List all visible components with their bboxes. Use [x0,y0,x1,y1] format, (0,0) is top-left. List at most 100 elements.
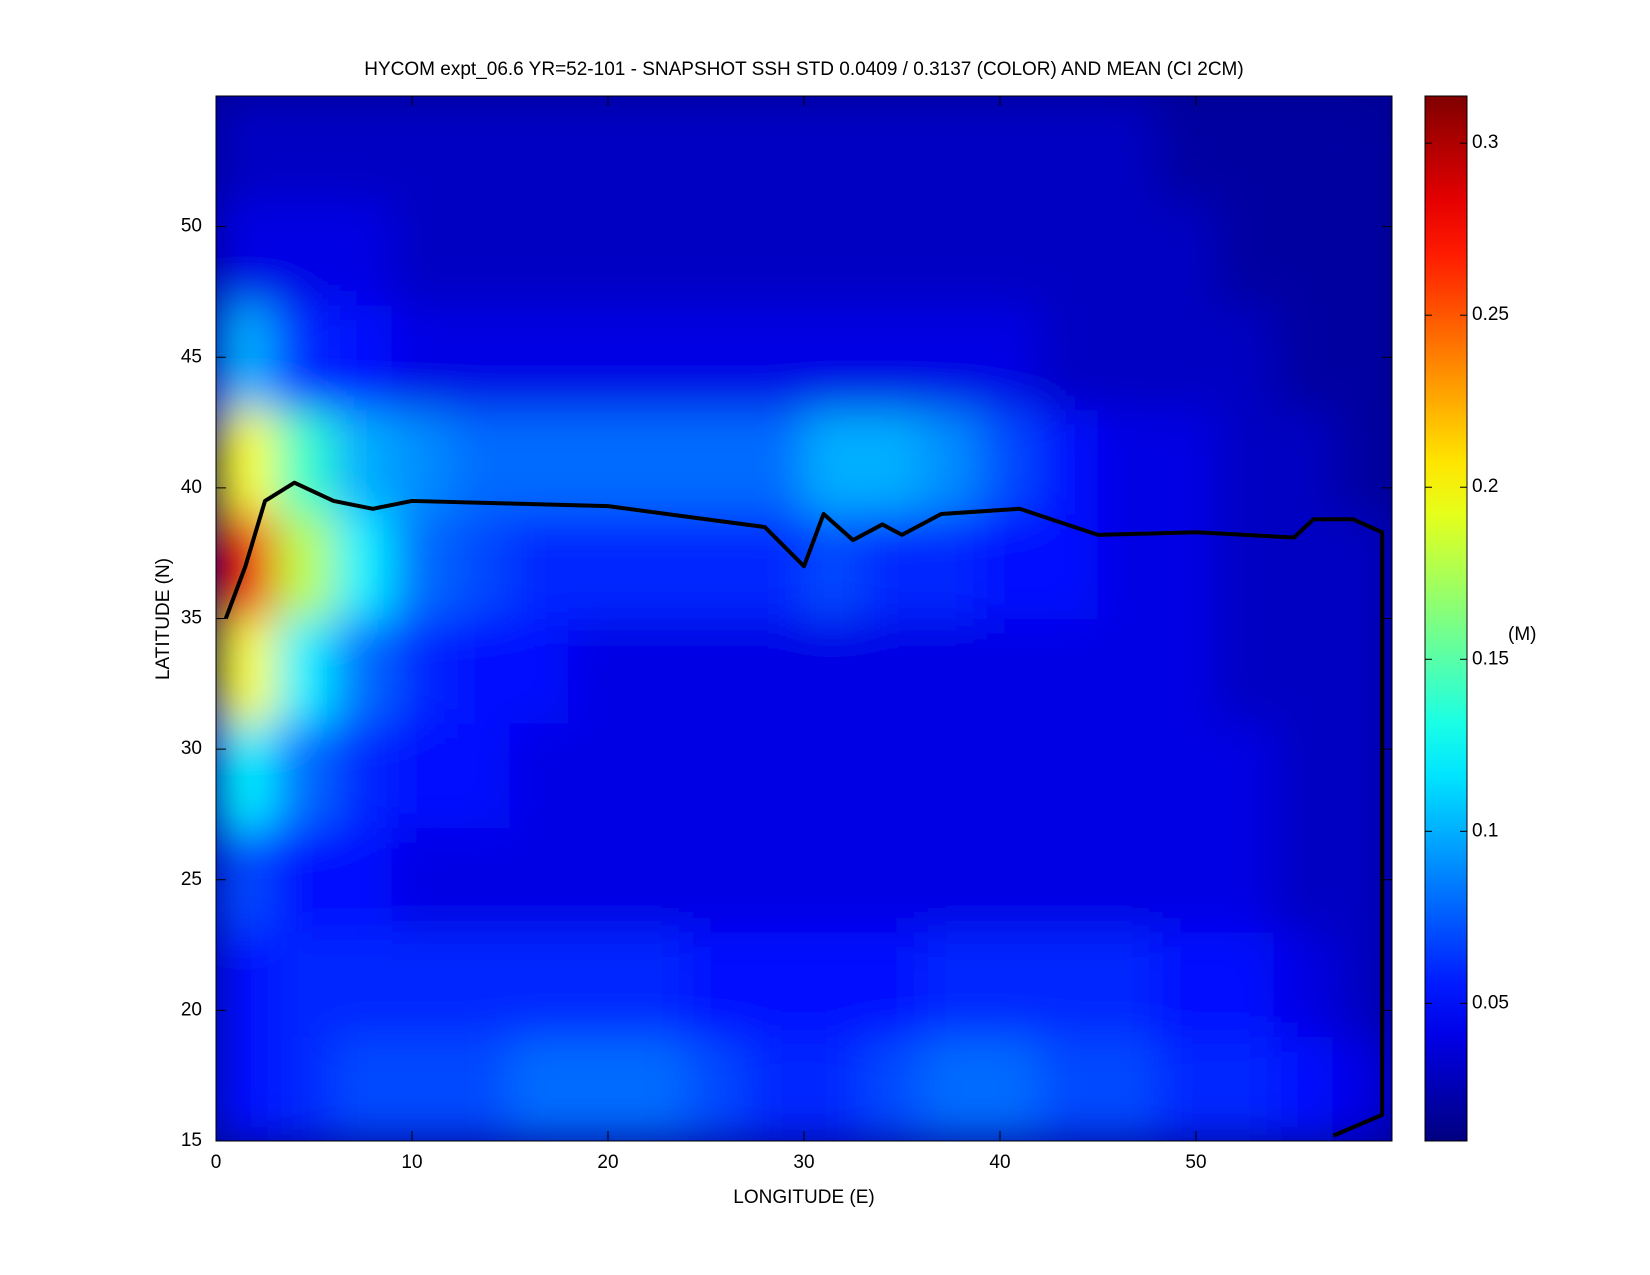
heat-cell [979,513,1040,619]
heat-cell [979,304,1040,410]
heat-cell [509,409,570,515]
heat-cell [862,200,923,306]
colorbar-tick-label: 0.25 [1472,304,1509,325]
heat-cell [979,618,1040,724]
heat-cell [744,409,805,515]
heat-cell [685,1036,746,1141]
heat-cell [1273,827,1334,933]
heat-cell [921,96,981,201]
heat-cell [921,200,981,306]
heat-cell [333,722,393,828]
heat-cell [1215,931,1275,1037]
heat-cell [1273,304,1334,410]
heat-cell [1038,513,1099,619]
heat-cell [627,931,687,1037]
heat-cell [627,409,687,515]
heat-cell [568,304,629,410]
heat-cell [803,722,864,828]
heat-cell [450,409,511,515]
heat-cell [1097,827,1158,933]
overlay: 0 10 20 30 40 50 15 20 25 30 35 40 45 50 0.05 0.1 0.15 0.… [181,95,1509,1173]
heat-cell [450,931,511,1037]
heat-cell [1038,409,1099,515]
heat-cell [216,618,276,724]
heat-cell [862,722,923,828]
heat-cell [391,931,452,1037]
heat-cell [685,409,746,515]
heat-cell [803,618,864,724]
heat-cell [1097,1036,1158,1141]
heat-cell [333,96,393,201]
heat-cell [685,200,746,306]
heat-cell [1273,409,1334,515]
heat-cell [744,513,805,619]
x-tick-label: 30 [793,1152,814,1173]
heat-cell [391,304,452,410]
heat-cell [1273,1036,1334,1141]
colorbar-tick-label: 0.15 [1472,648,1509,669]
heat-cell [568,618,629,724]
heat-cell [1215,1036,1275,1141]
heat-cell [803,96,864,201]
heat-cell [1215,96,1275,201]
heat-cell [803,513,864,619]
heat-cell [1215,618,1275,724]
heat-cell [333,931,393,1037]
heat-cell [1156,304,1217,410]
x-tick-label: 0 [211,1152,222,1173]
heat-cell [744,200,805,306]
heatmap-cells [216,96,1392,1141]
heat-cell [803,200,864,306]
heat-cell [803,827,864,933]
heat-cell [274,1036,335,1141]
heat-cell [1097,722,1158,828]
heat-cell [333,304,393,410]
heat-cell [1156,96,1217,201]
heat-cell [568,200,629,306]
heat-cell [333,618,393,724]
chart-title: HYCOM expt_06.6 YR=52-101 - SNAPSHOT SSH… [364,59,1243,80]
heat-cell [1156,200,1217,306]
colorbar-label: (M) [1508,624,1536,645]
heat-cell [1156,722,1217,828]
heat-cell [803,304,864,410]
heat-cell [979,409,1040,515]
heat-cell [862,409,923,515]
heat-cell [685,96,746,201]
heat-cell [216,409,276,515]
y-tick-label: 40 [181,477,202,498]
heat-cell [509,931,570,1037]
heat-cell [1097,96,1158,201]
heat-cell [979,827,1040,933]
heat-cell [274,513,335,619]
mean-contour [223,480,1385,1138]
heat-cell [333,1036,393,1141]
heat-cell [1215,409,1275,515]
heat-cell [274,96,335,201]
heat-cell [509,304,570,410]
heat-cell [744,931,805,1037]
heat-cell [509,618,570,724]
heat-cell [685,827,746,933]
heat-cell [862,96,923,201]
heat-cell [627,304,687,410]
colorbar-tick-label: 0.1 [1472,820,1498,841]
heat-cell [568,1036,629,1141]
heat-cell [1156,409,1217,515]
x-tick-label: 20 [597,1152,618,1173]
heat-cell [450,200,511,306]
heat-cell [1038,96,1099,201]
heat-cell [1097,931,1158,1037]
y-tick-label: 20 [181,999,202,1020]
heat-cell [216,1036,276,1141]
heat-cell [333,409,393,515]
heat-cell [1097,200,1158,306]
heat-cell [862,618,923,724]
heat-cell [627,827,687,933]
heat-cell [803,409,864,515]
heat-cell [1038,827,1099,933]
heat-cell [450,304,511,410]
heat-cell [1215,722,1275,828]
heat-cell [921,304,981,410]
heat-cell [450,96,511,201]
